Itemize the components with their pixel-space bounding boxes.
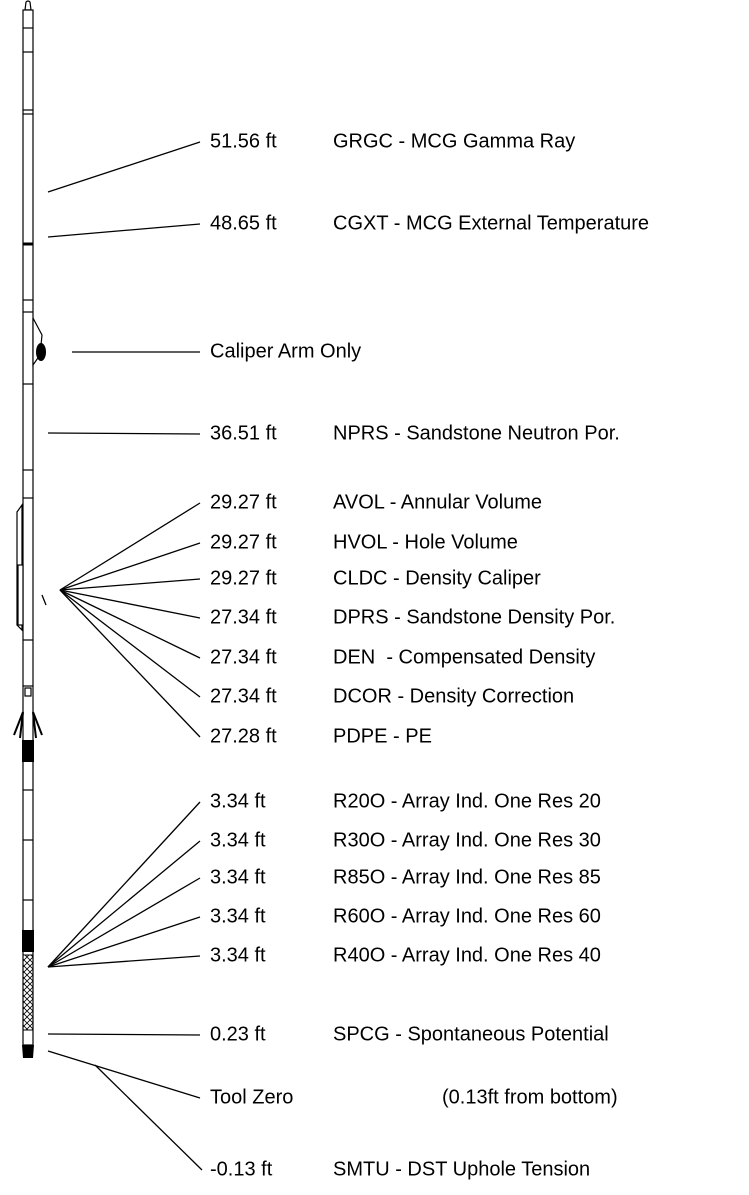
leader-line bbox=[47, 223, 201, 238]
sensor-label: CGXT - MCG External Temperature bbox=[333, 212, 649, 234]
leader-line bbox=[47, 877, 201, 968]
leader-line bbox=[94, 1064, 203, 1171]
leader-line bbox=[47, 1050, 201, 1099]
leader-line bbox=[47, 955, 201, 968]
offset-label: -0.13 ft bbox=[210, 1158, 273, 1180]
offset-label: 36.51 ft bbox=[210, 422, 277, 444]
leader-line bbox=[47, 916, 201, 968]
offset-label: 29.27 ft bbox=[210, 491, 277, 513]
sensor-label: R60O - Array Ind. One Res 60 bbox=[333, 905, 601, 927]
offset-label: 48.65 ft bbox=[210, 212, 277, 234]
leader-line bbox=[47, 840, 201, 968]
leader-line bbox=[59, 542, 201, 591]
sensor-label: DPRS - Sandstone Density Por. bbox=[333, 606, 615, 628]
leader-line bbox=[47, 432, 201, 435]
leader-line bbox=[47, 801, 201, 968]
offset-label: 0.23 ft bbox=[210, 1023, 266, 1045]
sensor-label: HVOL - Hole Volume bbox=[333, 531, 518, 553]
tool-string bbox=[13, 0, 47, 1058]
offset-label: 27.34 ft bbox=[210, 606, 277, 628]
offset-label: 27.34 ft bbox=[210, 685, 277, 707]
sensor-label: DEN - Compensated Density bbox=[333, 646, 595, 668]
leader-line bbox=[47, 141, 201, 193]
leader-line bbox=[59, 589, 201, 659]
offset-label: 3.34 ft bbox=[210, 866, 266, 888]
leader-line bbox=[47, 1033, 201, 1036]
sensor-label: SMTU - DST Uphole Tension bbox=[333, 1158, 590, 1180]
tool-zero-note: (0.13ft from bottom) bbox=[442, 1086, 618, 1108]
sensor-label: R30O - Array Ind. One Res 30 bbox=[333, 829, 601, 851]
offset-label: 29.27 ft bbox=[210, 567, 277, 589]
sensor-label: AVOL - Annular Volume bbox=[333, 491, 542, 513]
offset-label: 27.34 ft bbox=[210, 646, 277, 668]
offset-label: 3.34 ft bbox=[210, 944, 266, 966]
leader-line bbox=[59, 589, 201, 738]
leader-line bbox=[59, 578, 201, 591]
sensor-label: PDPE - PE bbox=[333, 725, 432, 747]
sensor-label: R20O - Array Ind. One Res 20 bbox=[333, 790, 601, 812]
sensor-label: SPCG - Spontaneous Potential bbox=[333, 1023, 609, 1045]
caliper-label: Caliper Arm Only bbox=[210, 340, 361, 362]
offset-label: 27.28 ft bbox=[210, 725, 277, 747]
sensor-label: CLDC - Density Caliper bbox=[333, 567, 541, 589]
offset-label: 3.34 ft bbox=[210, 905, 266, 927]
leader-line bbox=[59, 589, 201, 698]
leader-line bbox=[59, 502, 201, 591]
offset-label: 3.34 ft bbox=[210, 829, 266, 851]
sensor-label: DCOR - Density Correction bbox=[333, 685, 574, 707]
leader-lines bbox=[47, 141, 203, 1171]
leader-line bbox=[59, 589, 201, 619]
sensor-label: R85O - Array Ind. One Res 85 bbox=[333, 866, 601, 888]
tool-zero-label: Tool Zero bbox=[210, 1086, 293, 1108]
sensor-label: R40O - Array Ind. One Res 40 bbox=[333, 944, 601, 966]
offset-label: 51.56 ft bbox=[210, 130, 277, 152]
offset-label: 29.27 ft bbox=[210, 531, 277, 553]
sensor-label: NPRS - Sandstone Neutron Por. bbox=[333, 422, 620, 444]
sensor-label: GRGC - MCG Gamma Ray bbox=[333, 130, 575, 152]
offset-label: 3.34 ft bbox=[210, 790, 266, 812]
labels: Caliper Arm Only Tool Zero (0.13ft from … bbox=[210, 130, 649, 1180]
